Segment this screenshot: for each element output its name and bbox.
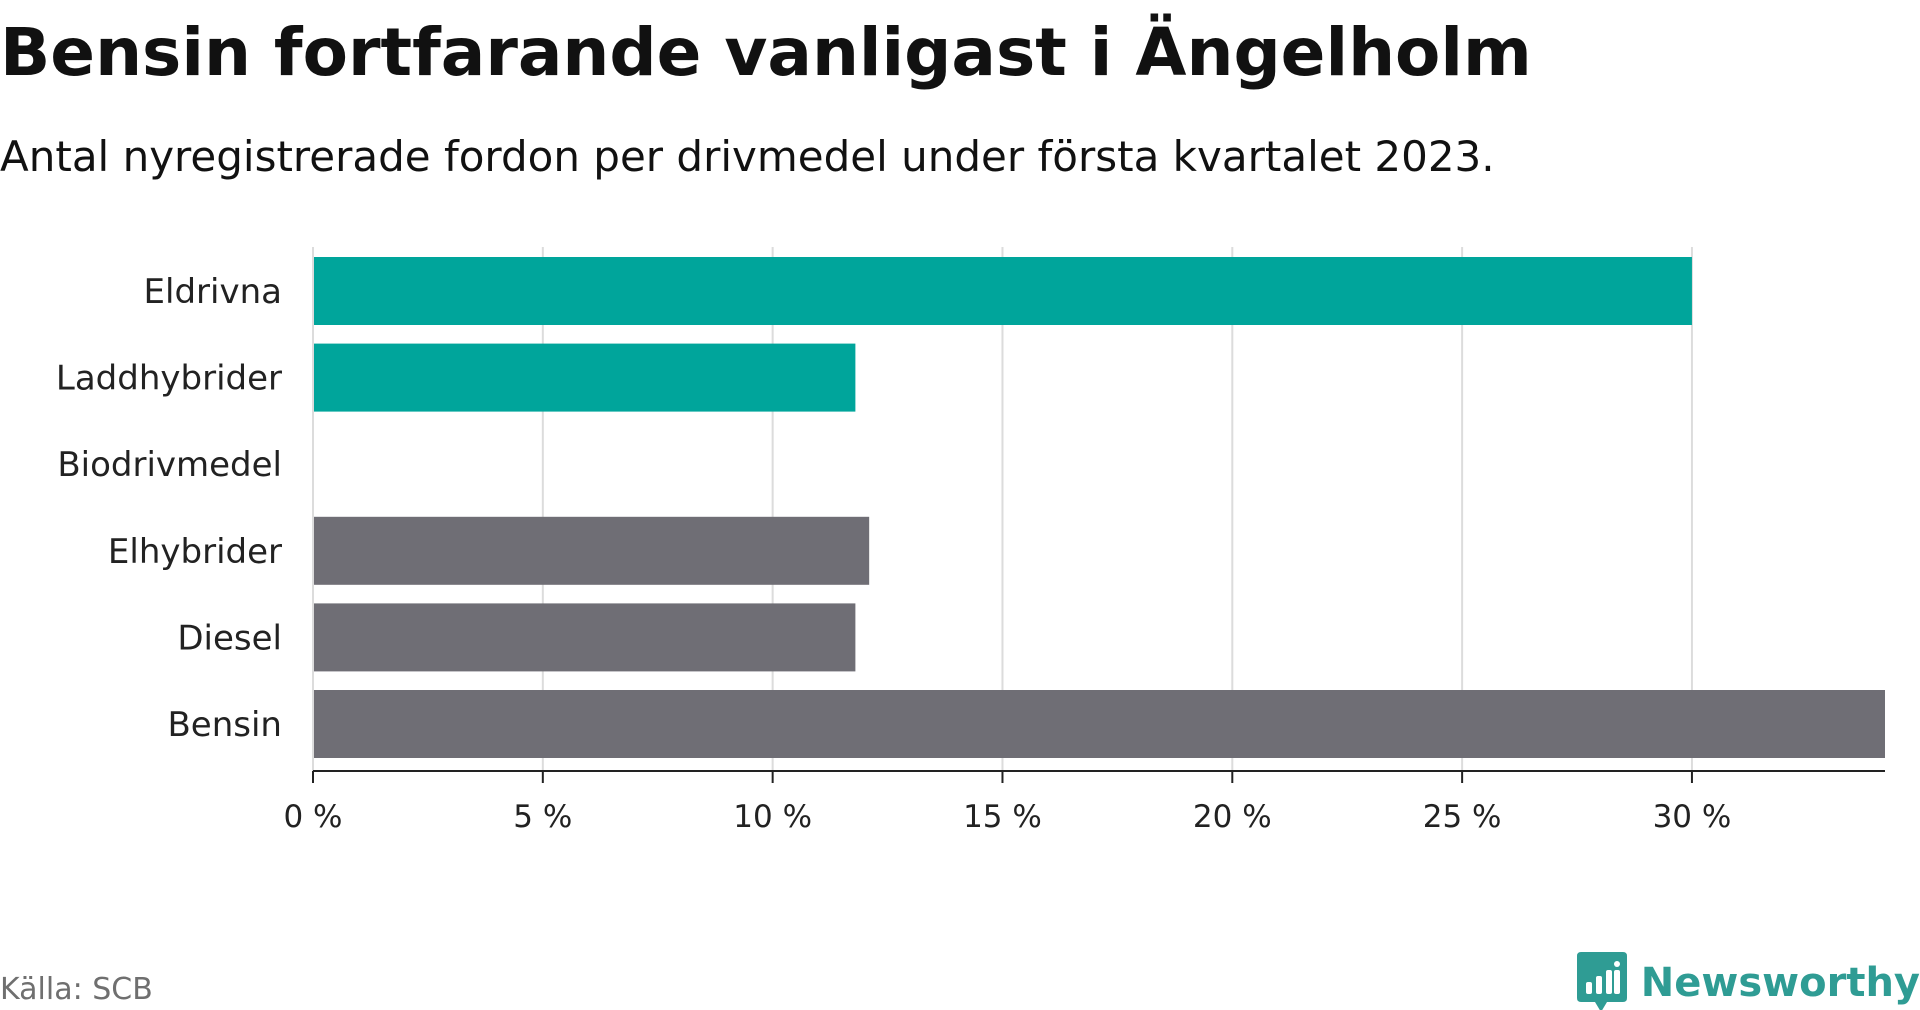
gridlines [541,247,1693,771]
x-tick-label: 25 % [1423,799,1502,835]
bar-eldrivna [313,257,1692,325]
category-label: Bensin [167,705,282,745]
chart-subtitle: Antal nyregistrerade fordon per drivmede… [0,132,1495,181]
bar-bensin [313,690,1885,758]
category-label: Elhybrider [108,532,282,572]
x-tick-label: 10 % [733,799,812,835]
bar-diesel [313,603,856,672]
chart-title: Bensin fortfarande vanligast i Ängelholm [0,14,1532,91]
category-labels: Eldrivna Laddhybrider Biodrivmedel Elhybrid… [56,272,282,745]
source-note: Källa: SCB [0,972,153,1007]
category-label: Biodrivmedel [57,445,282,485]
brand-name: Newsworthy [1640,960,1920,1006]
bar-chart-speech-bubble-icon [1576,952,1627,1010]
bars [313,257,1885,758]
x-axis: 0 % 5 % 10 % 15 % 20 % 25 % 30 % [283,247,1885,835]
category-label: Diesel [177,618,282,658]
category-label: Laddhybrider [56,359,282,399]
x-tick-label: 5 % [513,799,572,835]
x-tick-label: 0 % [283,799,342,835]
bar-laddhybrider [313,343,856,412]
x-tick-label: 15 % [963,799,1042,835]
x-tick-label: 20 % [1193,799,1272,835]
brand-logo: Newsworthy [1576,948,1920,1010]
x-tick-label: 30 % [1653,799,1732,835]
category-label: Eldrivna [144,272,282,312]
bar-chart: 0 % 5 % 10 % 15 % 20 % 25 % 30 % Eldrivna Laddh… [56,247,1885,835]
bar-elhybrider [313,516,870,585]
